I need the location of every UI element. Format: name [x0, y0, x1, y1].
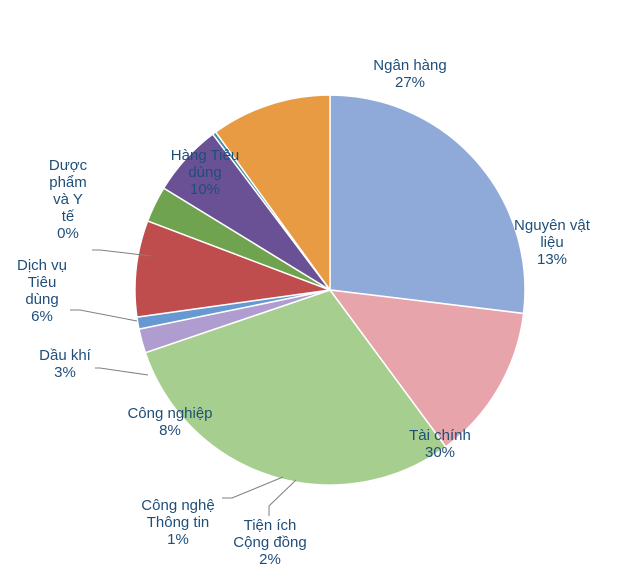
slice-label: Tiện íchCộng đồng2%: [233, 517, 306, 568]
leader-line: [70, 310, 137, 321]
slice-label: Nguyên vậtliệu13%: [514, 217, 591, 268]
pie-chart: Ngân hàng27%Nguyên vậtliệu13%Tài chính30…: [0, 0, 620, 580]
slice-label: Dầu khí3%: [39, 347, 92, 381]
slice-label: Ngân hàng27%: [373, 57, 446, 91]
slice-label: Dịch vụTiêudùng6%: [17, 257, 67, 325]
pie-slice: [330, 95, 525, 313]
leader-line: [222, 477, 283, 498]
slice-label: Công nghệThông tin1%: [141, 497, 214, 548]
slice-label: Dượcphẩmvà Ytế0%: [49, 157, 88, 242]
leader-line: [95, 368, 148, 375]
leader-line: [269, 480, 296, 516]
